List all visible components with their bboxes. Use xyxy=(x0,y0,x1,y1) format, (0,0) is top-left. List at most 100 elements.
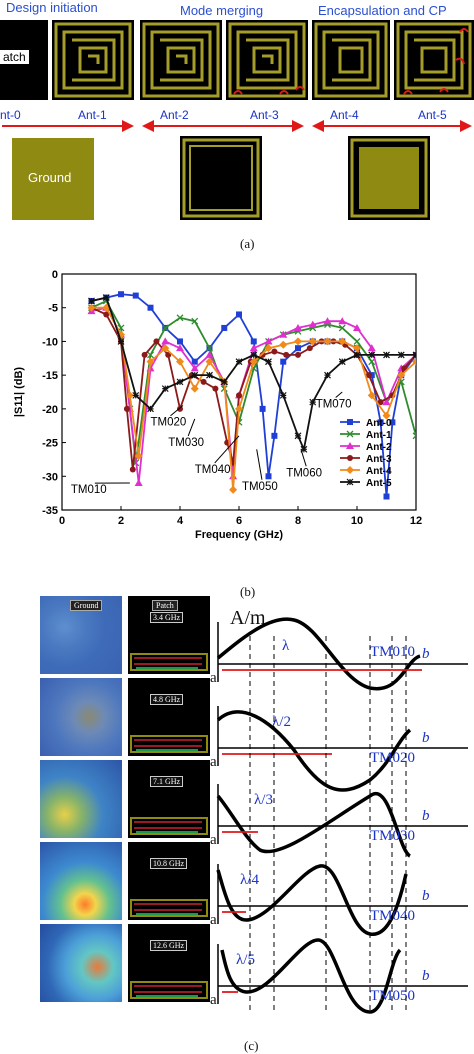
patch-current-map xyxy=(128,842,210,920)
ant-2-label: Ant-2 xyxy=(160,108,189,122)
legend-label: Ant-2 xyxy=(366,442,392,453)
y-tick-label: 0 xyxy=(52,269,58,281)
b-label: b xyxy=(422,888,430,904)
data-point xyxy=(295,345,301,351)
ground-plane-ant-4-5 xyxy=(348,136,430,220)
data-point xyxy=(266,473,272,479)
a-label: a xyxy=(210,754,217,770)
data-point xyxy=(236,311,242,317)
data-point xyxy=(133,392,139,398)
legend-label: Ant-3 xyxy=(366,454,392,465)
wavelength-label: λ/5 xyxy=(236,952,255,968)
wavelength-label: λ/3 xyxy=(254,792,273,808)
ground-tag: Ground xyxy=(70,600,102,611)
data-point xyxy=(89,298,95,304)
data-point xyxy=(283,352,289,358)
mode-waveforms: A/mabTM010λabTM020λ/2abTM030λ/3abTM040λ/… xyxy=(210,600,474,1020)
frequency-tag: 12.6 GHz xyxy=(150,940,187,951)
frequency-tag: 10.8 GHz xyxy=(150,858,187,869)
data-point xyxy=(271,349,277,355)
ground-current-map xyxy=(40,924,122,1002)
mode-annotation: TM040 xyxy=(195,464,231,476)
current-waveform xyxy=(218,794,410,856)
header-design-initiation: Design initiation xyxy=(6,0,98,15)
data-point xyxy=(347,479,353,485)
ant-1-label: Ant-1 xyxy=(78,108,107,122)
legend-label: Ant-0 xyxy=(366,418,392,429)
data-point xyxy=(118,338,124,344)
a-label: a xyxy=(210,832,217,848)
caption-c: (c) xyxy=(244,1038,258,1054)
mode-annotation: TM010 xyxy=(71,484,107,496)
mode-annotation: TM060 xyxy=(286,467,322,479)
data-point xyxy=(236,359,242,365)
data-point xyxy=(280,359,286,365)
patch-ant-5 xyxy=(394,20,474,100)
a-label: a xyxy=(210,912,217,928)
data-point xyxy=(142,352,148,358)
data-point xyxy=(177,338,183,344)
data-point xyxy=(177,379,183,385)
ant-4-label: Ant-4 xyxy=(330,108,359,122)
x-tick-label: 2 xyxy=(118,515,124,527)
y-tick-label: -20 xyxy=(42,404,58,416)
data-point xyxy=(295,433,301,439)
data-point xyxy=(148,406,154,412)
mode-annotation: TM020 xyxy=(151,417,187,429)
data-point xyxy=(148,305,154,311)
y-tick-label: -10 xyxy=(42,336,58,348)
data-point xyxy=(369,352,375,358)
data-point xyxy=(162,386,168,392)
legend-label: Ant-5 xyxy=(366,478,392,489)
ant-arrows xyxy=(0,112,474,132)
y-tick-label: -25 xyxy=(42,438,58,450)
data-point xyxy=(118,291,124,297)
data-point xyxy=(221,325,227,331)
ground-label: Ground xyxy=(28,170,71,185)
patch-tag: Patch xyxy=(152,600,178,611)
caption-b: (b) xyxy=(240,584,255,600)
header-encapsulation: Encapsulation and CP xyxy=(318,3,447,18)
patch-current-map xyxy=(128,760,210,838)
a-label: a xyxy=(210,670,217,686)
frequency-tag: 4.8 GHz xyxy=(150,694,183,705)
y-axis-label: |S11| (dB) xyxy=(13,367,25,418)
data-point xyxy=(103,295,109,301)
caption-a: (a) xyxy=(240,236,254,252)
ant-3-label: Ant-3 xyxy=(250,108,279,122)
data-point xyxy=(192,372,198,378)
x-tick-label: 6 xyxy=(236,515,242,527)
frequency-tag: 7.1 GHz xyxy=(150,776,183,787)
ground-current-map xyxy=(40,678,122,756)
data-point xyxy=(192,359,198,365)
header-mode-merging: Mode merging xyxy=(180,3,263,18)
b-label: b xyxy=(422,646,430,662)
patch-ant-2 xyxy=(140,20,222,100)
patch-ant-1 xyxy=(52,20,134,100)
patch-current-map xyxy=(128,924,210,1002)
ground-current-map xyxy=(40,760,122,838)
x-axis-label: Frequency (GHz) xyxy=(195,529,283,541)
data-point xyxy=(124,406,130,412)
patch-label: atch xyxy=(0,50,29,64)
y-tick-label: -5 xyxy=(48,303,58,315)
x-tick-label: 12 xyxy=(410,515,422,527)
legend-label: Ant-4 xyxy=(366,466,392,477)
wavelength-label: λ/2 xyxy=(272,714,291,730)
data-point xyxy=(354,352,360,358)
data-point xyxy=(251,338,257,344)
data-point xyxy=(413,352,419,358)
data-point xyxy=(325,372,331,378)
patch-layouts xyxy=(0,20,474,104)
mode-annotation: TM030 xyxy=(168,437,204,449)
data-point xyxy=(398,352,404,358)
y-tick-label: -15 xyxy=(42,370,58,382)
x-tick-label: 8 xyxy=(295,515,301,527)
patch-ant-4 xyxy=(312,20,390,100)
ant-5-label: Ant-5 xyxy=(418,108,447,122)
data-point xyxy=(307,345,313,351)
data-point xyxy=(212,386,218,392)
data-point xyxy=(266,359,272,365)
data-point xyxy=(207,372,213,378)
wavelength-label: λ xyxy=(282,638,290,654)
